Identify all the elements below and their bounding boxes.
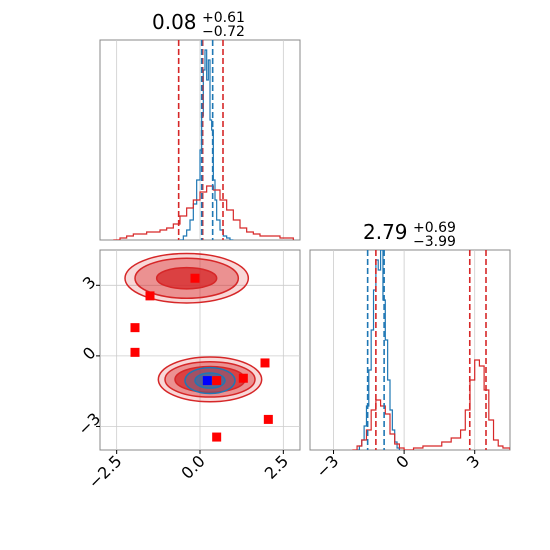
panel-bottom-left: −2.5 0.0 2.5−303 (74, 249, 301, 492)
xtick-label: 3 (463, 451, 484, 472)
marker-red-6 (212, 376, 222, 386)
panel-bottom-right: −3 0 3 2.79 +0.69 −3.99 (309, 220, 511, 482)
xtick-label: −3 (312, 451, 342, 481)
marker-red-0 (190, 273, 200, 283)
panel-bottom-right-title-value: 2.79 (363, 220, 408, 244)
marker-red-4 (260, 358, 270, 368)
panel-bottom-left-plot (124, 252, 273, 442)
marker-red-5 (238, 373, 248, 383)
xtick-label: −2.5 (85, 451, 126, 492)
xtick-label: 2.5 (261, 451, 292, 482)
contour-1-level-2 (155, 266, 218, 290)
xtick-label: 0 (392, 451, 413, 472)
panel-bottom-right-frame (309, 249, 511, 451)
marker-blue-0 (202, 376, 212, 386)
panel-bottom-right-ticks: −3 0 3 (312, 450, 484, 482)
panel-top-left-plot (113, 40, 294, 240)
ytick-label: 3 (79, 272, 100, 293)
hist-series-1 (113, 185, 294, 240)
hist-series-0 (357, 250, 401, 450)
panel-top-left-title-plus: +0.61 (202, 10, 245, 26)
xtick-label: 0.0 (177, 451, 208, 482)
panel-bottom-right-plot (352, 250, 510, 450)
ytick-label: 0 (79, 343, 100, 364)
panel-top-left: 0.08 +0.61 −0.72 (99, 10, 301, 241)
hist-series-0 (180, 49, 234, 240)
marker-red-8 (212, 432, 222, 442)
marker-red-3 (130, 347, 140, 357)
panel-bottom-right-title-plus: +0.69 (413, 220, 456, 236)
panel-bottom-right-grid (333, 250, 476, 450)
panel-top-left-title-value: 0.08 (152, 10, 197, 34)
marker-red-2 (130, 323, 140, 333)
panel-top-left-grid (116, 40, 284, 240)
marker-red-1 (145, 291, 155, 301)
marker-red-7 (263, 414, 273, 424)
hist-series-1 (352, 359, 510, 450)
panel-top-left-title-minus: −0.72 (202, 24, 245, 40)
panel-bottom-right-title-minus: −3.99 (413, 234, 456, 250)
